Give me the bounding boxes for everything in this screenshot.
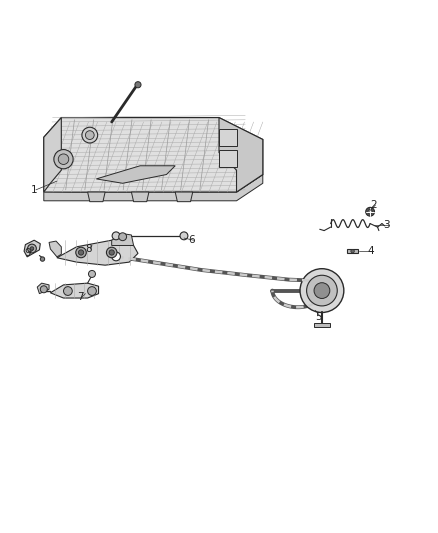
Polygon shape [219,130,237,146]
Circle shape [300,269,344,312]
Circle shape [368,209,372,214]
Polygon shape [88,192,105,201]
Text: 6: 6 [188,235,195,245]
Circle shape [40,257,45,261]
Polygon shape [37,283,49,294]
Text: 5: 5 [315,312,322,322]
Polygon shape [347,249,358,253]
Text: 4: 4 [368,246,374,256]
Circle shape [106,247,117,258]
Polygon shape [112,233,134,246]
Circle shape [314,282,330,298]
Circle shape [78,250,84,255]
Circle shape [119,233,127,241]
Polygon shape [44,174,263,201]
Circle shape [85,131,94,140]
Circle shape [58,154,69,165]
Circle shape [366,207,374,216]
Text: 1: 1 [31,185,37,195]
Polygon shape [219,150,237,167]
Circle shape [64,287,72,295]
Polygon shape [44,118,263,192]
Polygon shape [50,283,99,298]
Circle shape [76,247,86,258]
Circle shape [30,247,34,251]
Circle shape [351,249,354,253]
Polygon shape [175,192,193,201]
Polygon shape [44,118,61,192]
Circle shape [54,150,73,169]
Circle shape [180,232,188,240]
Circle shape [88,287,96,295]
Text: 2: 2 [370,200,377,210]
Circle shape [109,250,114,255]
Text: 7: 7 [77,292,83,302]
Text: 3: 3 [383,220,390,230]
Polygon shape [57,240,138,265]
Polygon shape [24,240,40,257]
Circle shape [307,275,337,306]
Polygon shape [96,166,175,183]
Text: 9: 9 [24,248,31,259]
Polygon shape [49,241,61,257]
Circle shape [82,127,98,143]
Circle shape [40,286,47,293]
Circle shape [88,270,95,278]
Polygon shape [131,192,149,201]
Polygon shape [314,324,330,327]
Circle shape [135,82,141,88]
Circle shape [112,252,120,261]
Text: 8: 8 [85,244,92,254]
Polygon shape [219,118,263,192]
Circle shape [28,244,36,253]
Circle shape [112,232,120,240]
